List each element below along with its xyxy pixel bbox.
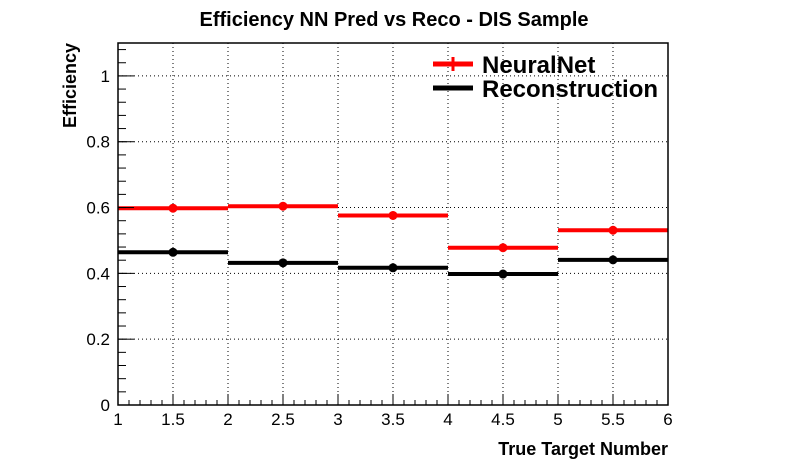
legend-item: NeuralNet [433,52,595,79]
x-tick-label: 1 [113,410,122,429]
y-tick-label: 0.6 [86,199,110,218]
chart-title: Efficiency NN Pred vs Reco - DIS Sample [199,9,588,31]
data-point [278,258,288,268]
x-tick-label: 2 [223,410,232,429]
data-point [388,263,398,273]
x-tick-label: 3.5 [381,410,405,429]
x-tick-label: 6 [663,410,672,429]
x-tick-label: 3 [333,410,342,429]
data-series [118,201,668,279]
y-tick-label: 0.4 [86,264,110,283]
y-tick-label: 0.8 [86,133,110,152]
data-point [168,203,178,213]
y-tick-label: 0 [101,396,110,415]
x-axis-label: True Target Number [498,439,668,459]
x-tick-labels: 1 1.5 2 2.5 3 3.5 4 4.5 5 5.5 6 [113,410,672,429]
y-axis-label: Efficiency [60,43,80,128]
y-tick-labels: 0 0.2 0.4 0.6 0.8 1 [86,67,110,415]
x-tick-label: 2.5 [271,410,295,429]
data-point [498,243,508,253]
x-tick-label: 1.5 [161,410,185,429]
data-point [608,225,618,235]
y-tick-label: 1 [101,67,110,86]
x-tick-label: 5.5 [601,410,625,429]
data-point [388,210,398,220]
data-point [498,269,508,279]
legend-label: NeuralNet [482,52,595,79]
grid-lines [118,43,668,405]
series-reconstruction [118,247,668,279]
x-tick-label: 4.5 [491,410,515,429]
axis-ticks [117,49,669,406]
y-tick-label: 0.2 [86,330,110,349]
data-point [278,201,288,211]
data-point [608,255,618,265]
legend-label: Reconstruction [482,76,658,103]
legend-item: Reconstruction [433,76,658,103]
x-tick-label: 5 [553,410,562,429]
data-point [168,247,178,257]
series-neuralnet [118,201,668,253]
x-tick-label: 4 [443,410,452,429]
